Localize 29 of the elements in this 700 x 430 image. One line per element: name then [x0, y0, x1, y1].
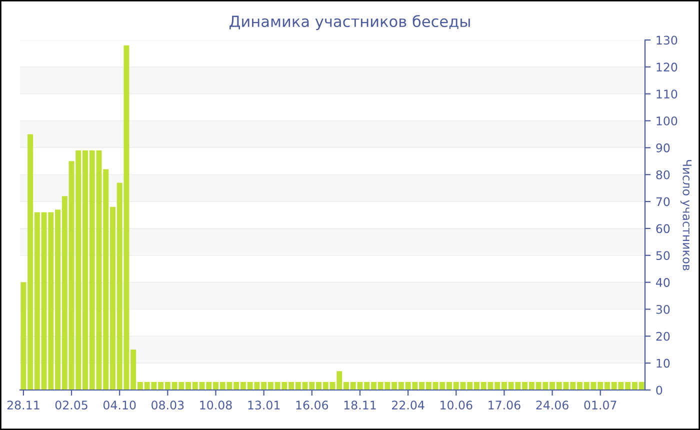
y-axis-title: Число участников [680, 160, 692, 270]
x-tick-label: 24.06 [536, 400, 568, 410]
y-tick-label: 50 [656, 251, 670, 260]
y-tick-label: 70 [656, 197, 670, 206]
y-tick-label: 110 [656, 90, 678, 98]
y-tick-label: 90 [656, 143, 670, 152]
x-tick-label: 04.10 [103, 400, 136, 410]
x-tick-label: 01.07 [584, 400, 616, 410]
y-tick-label: 0 [656, 386, 662, 395]
y-tick-label: 20 [656, 332, 670, 341]
y-tick-label: 100 [656, 116, 678, 126]
x-tick-label: 10.06 [440, 400, 472, 410]
x-tick-label: 13.01 [248, 400, 280, 410]
chart-title: Динамика участников беседы [230, 15, 470, 30]
x-tick-label: 02.05 [55, 400, 88, 410]
y-tick-label: 40 [656, 278, 670, 287]
y-tick-label: 130 [656, 36, 678, 45]
y-tick-label: 80 [656, 170, 670, 180]
x-tick-label: 17.06 [488, 400, 520, 410]
y-tick-label: 10 [656, 358, 670, 368]
x-tick-label: 10.08 [200, 400, 232, 410]
x-tick-label: 16.06 [296, 400, 328, 410]
x-tick-label: 22.04 [392, 400, 424, 410]
x-tick-label: 18.11 [344, 400, 376, 410]
y-tick-label: 30 [656, 304, 670, 314]
y-tick-label: 60 [656, 224, 670, 234]
x-tick-label: 08.03 [152, 400, 184, 410]
y-tick-label: 120 [656, 62, 678, 72]
x-tick-label: 28.11 [7, 400, 40, 410]
